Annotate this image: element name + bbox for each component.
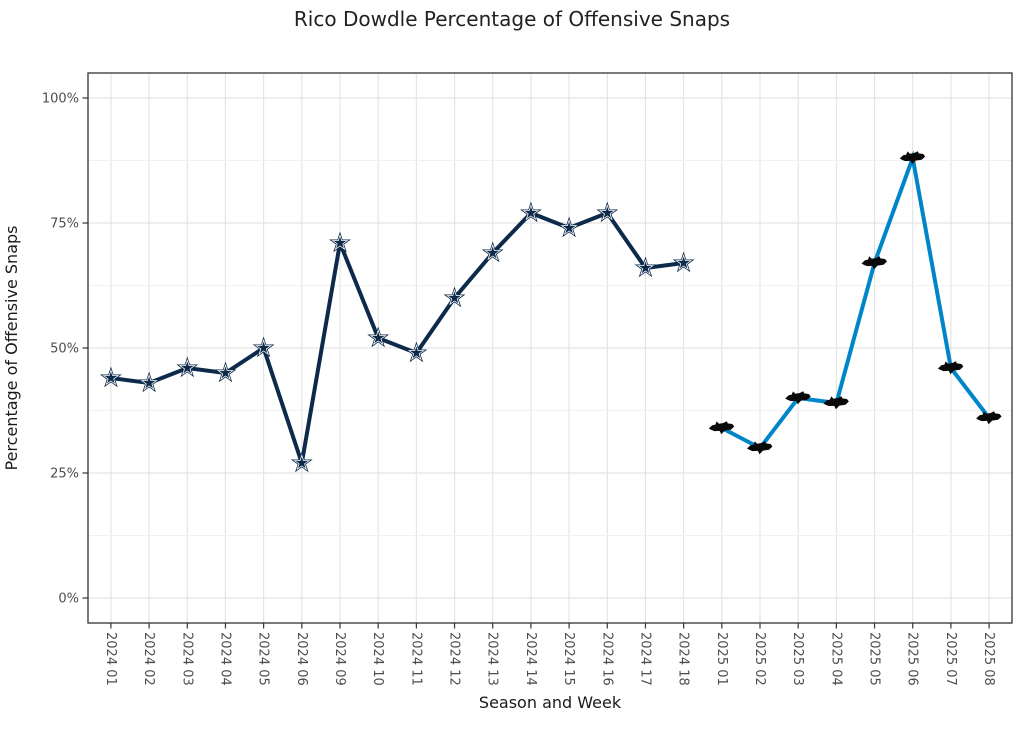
x-tick-label: 2025 04 bbox=[828, 632, 843, 686]
x-tick-label: 2025 01 bbox=[714, 632, 729, 686]
y-tick-label: 50% bbox=[50, 342, 79, 357]
y-tick-label: 75% bbox=[50, 217, 79, 232]
x-tick-label: 2024 17 bbox=[637, 632, 652, 686]
x-tick-label: 2025 07 bbox=[943, 632, 958, 686]
x-tick-label: 2024 15 bbox=[561, 632, 576, 686]
x-tick-label: 2024 12 bbox=[447, 632, 462, 686]
series-line-2025-season bbox=[719, 150, 992, 451]
y-tick-label: 100% bbox=[42, 92, 79, 107]
x-tick-label: 2024 06 bbox=[294, 632, 309, 686]
x-tick-label: 2024 10 bbox=[370, 632, 385, 686]
x-tick-label: 2024 18 bbox=[676, 632, 691, 686]
panel-border bbox=[87, 72, 1013, 624]
y-tick-label: 25% bbox=[50, 467, 79, 482]
x-tick-label: 2024 04 bbox=[217, 632, 232, 686]
x-tick-label: 2024 09 bbox=[332, 632, 347, 686]
y-axis-title: Percentage of Offensive Snaps bbox=[2, 226, 21, 471]
x-tick-label: 2024 05 bbox=[256, 632, 271, 686]
x-axis-title: Season and Week bbox=[479, 693, 622, 712]
x-tick-label: 2025 02 bbox=[752, 632, 767, 686]
plot-panel: 0% 25% 50% 75% 100% 2024 01 2024 02 2024 03 2024… bbox=[42, 72, 1013, 686]
chart-title: Rico Dowdle Percentage of Offensive Snap… bbox=[294, 7, 730, 31]
x-tick-label: 2024 16 bbox=[599, 632, 614, 686]
x-tick-label: 2025 08 bbox=[981, 632, 996, 686]
x-tick-label: 2025 03 bbox=[790, 632, 805, 686]
x-tick-label: 2024 02 bbox=[141, 632, 156, 686]
x-tick-label: 2025 05 bbox=[867, 632, 882, 686]
y-tick-label: 0% bbox=[58, 592, 79, 607]
x-tick-label: 2024 03 bbox=[179, 632, 194, 686]
series-line-2024-season bbox=[108, 210, 686, 464]
x-tick-label: 2024 01 bbox=[103, 632, 118, 686]
x-tick-label: 2024 14 bbox=[523, 632, 538, 686]
x-tick-label: 2024 11 bbox=[408, 632, 423, 686]
x-tick-label: 2025 06 bbox=[905, 632, 920, 686]
x-tick-label: 2024 13 bbox=[485, 632, 500, 686]
